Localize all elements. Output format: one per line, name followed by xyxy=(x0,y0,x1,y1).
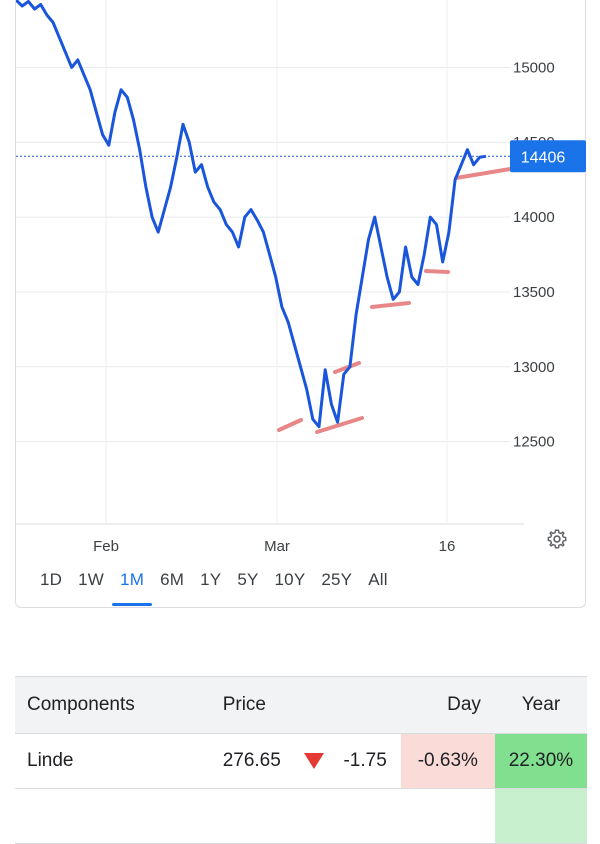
annotation-mark xyxy=(333,361,361,374)
component-change: -1.75 xyxy=(333,733,401,789)
annotation-mark xyxy=(370,301,411,309)
hand-drawn-annotations xyxy=(277,166,518,434)
y-tick-label: 14000 xyxy=(513,209,555,226)
annotation-mark xyxy=(424,269,450,274)
header-components[interactable]: Components xyxy=(15,676,197,734)
component-price: 276.65 xyxy=(196,733,296,789)
table-cell-empty xyxy=(196,788,296,844)
table-cell-empty xyxy=(400,788,495,844)
range-button-1y[interactable]: 1Y xyxy=(200,570,222,589)
header-year[interactable]: Year xyxy=(494,676,587,734)
component-day-pct: -0.63% xyxy=(400,733,495,789)
down-arrow-icon xyxy=(295,733,334,789)
chart-grid xyxy=(16,0,524,525)
triangle-down-icon xyxy=(304,752,325,769)
y-tick-label: 13000 xyxy=(513,359,555,376)
table-row-partial[interactable] xyxy=(15,788,587,844)
range-button-1d[interactable]: 1D xyxy=(40,570,63,589)
table-row[interactable]: Linde 276.65 -1.75 -0.63% 22.30% xyxy=(15,733,587,789)
range-button-all[interactable]: All xyxy=(368,570,388,589)
y-axis-ticks: 125001300013500140001450015000 xyxy=(513,59,555,450)
current-value-badge: 14406 xyxy=(510,140,586,173)
annotation-mark xyxy=(315,416,364,434)
range-button-10y[interactable]: 10Y xyxy=(274,570,306,589)
range-button-1m[interactable]: 1M xyxy=(112,564,153,606)
header-day[interactable]: Day xyxy=(400,676,495,734)
range-selector: 1D 1W 1M 6M 1Y 5Y 10Y 25Y All xyxy=(32,564,396,608)
x-axis-ticks: Feb Mar 16 xyxy=(93,538,455,555)
y-tick-label: 12500 xyxy=(513,434,555,451)
x-tick-label: Mar xyxy=(264,538,290,555)
series-line xyxy=(16,0,487,429)
current-value-label: 14406 xyxy=(521,149,566,166)
table-cell-empty xyxy=(494,788,587,844)
y-tick-label: 13500 xyxy=(513,284,555,301)
table-cell-empty xyxy=(295,788,334,844)
range-button-25y[interactable]: 25Y xyxy=(321,570,353,589)
components-table: Components Price Day Year Linde 276.65 -1.… xyxy=(15,676,587,844)
header-price[interactable]: Price xyxy=(196,676,401,734)
table-cell-empty xyxy=(333,788,401,844)
gear-icon[interactable] xyxy=(546,528,568,550)
annotation-mark xyxy=(454,166,518,180)
price-chart[interactable]: 125001300013500140001450015000 FebMar16 … xyxy=(16,0,587,560)
component-year-pct: 22.30% xyxy=(494,733,587,789)
range-button-5y[interactable]: 5Y xyxy=(237,570,259,589)
y-tick-label: 15000 xyxy=(513,59,555,76)
table-header-row: Components Price Day Year xyxy=(15,676,587,734)
chart-card: 125001300013500140001450015000 FebMar16 … xyxy=(15,0,586,608)
annotation-mark xyxy=(277,418,303,432)
x-tick-label: 16 xyxy=(439,538,456,555)
range-button-1w[interactable]: 1W xyxy=(78,570,105,589)
x-tick-label: Feb xyxy=(93,538,119,555)
table-cell-empty xyxy=(15,788,197,844)
component-name: Linde xyxy=(15,733,197,789)
range-button-6m[interactable]: 6M xyxy=(160,570,185,589)
